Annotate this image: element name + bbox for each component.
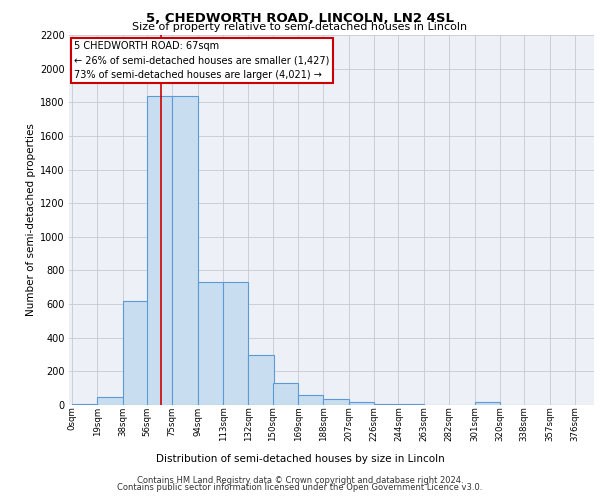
Bar (122, 300, 148, 405)
Bar (197, 282, 223, 405)
Bar (298, 395, 323, 405)
Text: 5, CHEDWORTH ROAD, LINCOLN, LN2 4SL: 5, CHEDWORTH ROAD, LINCOLN, LN2 4SL (146, 12, 454, 24)
Bar (349, 402, 374, 405)
Y-axis label: Number of semi-detached properties: Number of semi-detached properties (26, 124, 36, 316)
Bar (323, 399, 349, 405)
Text: 5 CHEDWORTH ROAD: 67sqm
← 26% of semi-detached houses are smaller (1,427)
73% of: 5 CHEDWORTH ROAD: 67sqm ← 26% of semi-de… (74, 40, 329, 80)
Bar (398, 404, 424, 405)
Bar (97, 396, 122, 405)
Bar (374, 404, 400, 405)
Bar (272, 383, 298, 405)
Text: Distribution of semi-detached houses by size in Lincoln: Distribution of semi-detached houses by … (155, 454, 445, 464)
Text: Contains HM Land Registry data © Crown copyright and database right 2024.: Contains HM Land Registry data © Crown c… (137, 476, 463, 485)
Bar (146, 96, 172, 405)
Text: Size of property relative to semi-detached houses in Lincoln: Size of property relative to semi-detach… (133, 22, 467, 32)
Bar (475, 402, 500, 405)
Bar (223, 282, 248, 405)
Bar (71, 404, 97, 405)
Bar (248, 354, 274, 405)
Text: Contains public sector information licensed under the Open Government Licence v3: Contains public sector information licen… (118, 484, 482, 492)
Bar (172, 96, 197, 405)
